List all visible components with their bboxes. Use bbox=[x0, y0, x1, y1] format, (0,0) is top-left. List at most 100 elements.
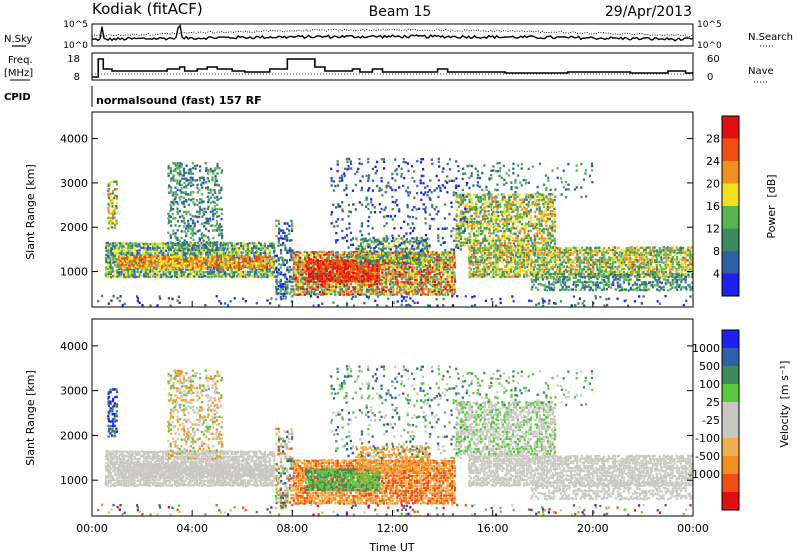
power-cell bbox=[518, 262, 522, 266]
power-cell bbox=[174, 252, 177, 255]
power-cell bbox=[476, 268, 479, 271]
power-cell bbox=[487, 267, 490, 271]
power-cell bbox=[151, 273, 154, 276]
power-cell bbox=[556, 268, 559, 271]
power-cell bbox=[288, 249, 291, 252]
power-cell bbox=[534, 226, 537, 230]
power-cell bbox=[407, 265, 410, 268]
power-cell bbox=[257, 258, 260, 261]
power-cell bbox=[314, 272, 317, 276]
power-cell bbox=[310, 278, 313, 281]
power-cell bbox=[558, 256, 561, 259]
power-cell bbox=[466, 205, 470, 208]
power-cell bbox=[291, 277, 294, 281]
power-cell bbox=[347, 258, 350, 261]
power-cell bbox=[392, 288, 395, 291]
power-cell bbox=[350, 293, 353, 296]
power-cell bbox=[321, 266, 324, 269]
power-cell bbox=[405, 278, 408, 281]
power-cell bbox=[211, 193, 214, 197]
power-cell bbox=[540, 237, 543, 240]
power-cell bbox=[433, 278, 436, 281]
power-cell bbox=[343, 260, 346, 263]
power-cell bbox=[440, 253, 443, 256]
power-cell bbox=[490, 213, 494, 216]
power-cell bbox=[507, 273, 511, 276]
power-cell bbox=[169, 266, 173, 270]
power-cell bbox=[422, 288, 425, 291]
power-cell bbox=[284, 280, 287, 284]
power-cell bbox=[494, 266, 497, 269]
power-cell bbox=[527, 246, 530, 250]
power-cell bbox=[508, 251, 511, 254]
power-cell bbox=[143, 248, 146, 252]
power-cell bbox=[418, 270, 421, 273]
power-cell bbox=[452, 253, 456, 256]
power-cell bbox=[383, 273, 386, 276]
power-cell bbox=[179, 162, 182, 165]
power-cell bbox=[518, 244, 521, 247]
power-cell bbox=[391, 277, 394, 281]
power-cell bbox=[409, 263, 412, 266]
power-cell bbox=[390, 251, 393, 254]
power-cell bbox=[553, 218, 556, 221]
power-cell bbox=[139, 270, 143, 274]
power-cell bbox=[195, 253, 198, 257]
power-cell bbox=[561, 266, 564, 269]
power-cell bbox=[459, 227, 462, 230]
power-cell bbox=[422, 285, 425, 288]
power-cell bbox=[385, 276, 388, 279]
power-cell bbox=[217, 249, 220, 252]
power-cell bbox=[362, 268, 365, 271]
power-cell bbox=[439, 285, 443, 289]
power-cell bbox=[508, 198, 511, 202]
power-cell bbox=[325, 279, 328, 282]
power-cell bbox=[165, 262, 168, 265]
power-cell bbox=[371, 261, 374, 265]
power-cell bbox=[150, 259, 153, 262]
power-cell bbox=[380, 278, 383, 282]
power-cell bbox=[367, 267, 370, 270]
power-cell bbox=[542, 231, 546, 235]
power-cell bbox=[475, 270, 478, 273]
power-cell bbox=[403, 288, 406, 291]
power-cell bbox=[267, 245, 270, 248]
power-cell bbox=[545, 207, 548, 211]
power-cell bbox=[488, 244, 491, 247]
power-cell bbox=[451, 251, 454, 255]
power-cell bbox=[503, 268, 506, 272]
power-cell bbox=[288, 278, 291, 281]
power-cell bbox=[340, 279, 343, 282]
power-cell bbox=[366, 255, 369, 258]
power-cell bbox=[470, 227, 473, 230]
power-cell bbox=[338, 261, 341, 264]
power-cell bbox=[323, 290, 326, 293]
power-cell bbox=[255, 247, 258, 250]
power-cell bbox=[440, 250, 443, 254]
power-cell bbox=[217, 270, 220, 273]
power-cell bbox=[494, 258, 498, 261]
power-cell bbox=[222, 275, 225, 278]
power-cell bbox=[293, 290, 296, 293]
power-cell bbox=[369, 251, 372, 254]
power-cell bbox=[486, 253, 489, 257]
power-cell bbox=[437, 281, 440, 284]
power-cell bbox=[390, 270, 393, 273]
power-cell bbox=[516, 208, 519, 211]
power-cell bbox=[183, 222, 186, 225]
power-cell bbox=[400, 290, 403, 294]
power-cell bbox=[423, 260, 426, 263]
power-cell bbox=[356, 292, 359, 296]
power-cell bbox=[187, 198, 190, 201]
power-cell bbox=[343, 270, 346, 273]
power-cell bbox=[231, 273, 234, 276]
power-cell bbox=[172, 198, 175, 202]
power-cell bbox=[182, 249, 185, 253]
power-cell bbox=[316, 271, 320, 274]
power-cell bbox=[147, 245, 150, 248]
power-cell bbox=[133, 275, 136, 279]
power-cell bbox=[399, 245, 402, 248]
power-cell bbox=[560, 267, 563, 271]
power-cell bbox=[474, 260, 477, 263]
power-cell bbox=[262, 259, 265, 262]
